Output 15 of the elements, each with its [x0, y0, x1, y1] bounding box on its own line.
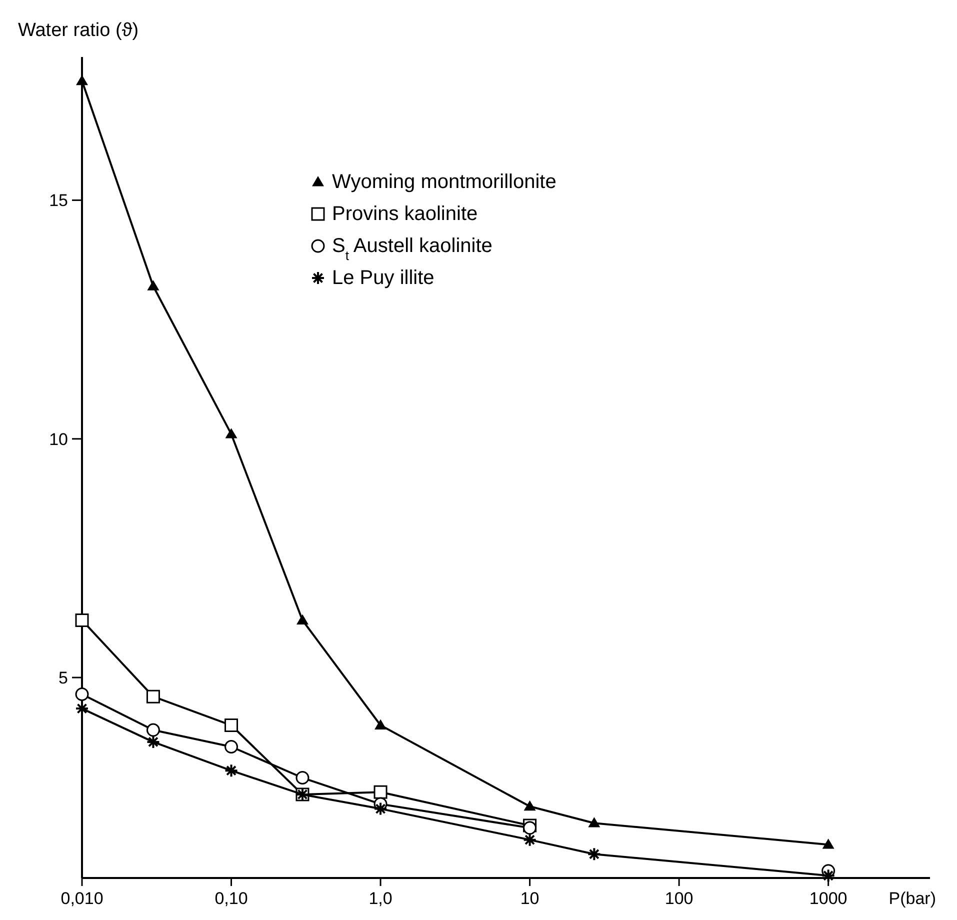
x-tick-label: 1000 [809, 889, 848, 908]
x-tick-label: 0,010 [60, 889, 104, 908]
y-tick-label: 5 [58, 668, 68, 688]
x-tick-label: 0,10 [214, 889, 248, 908]
y-tick-label: 15 [49, 191, 68, 210]
x-axis-title: P(bar) [888, 889, 936, 908]
x-tick-label: 100 [664, 889, 694, 908]
legend-label: Wyoming montmorillonite [332, 171, 556, 193]
x-tick-label: 10 [520, 889, 540, 908]
legend-label: S$_{t}$ Austell kaolinite [332, 235, 492, 262]
y-axis-title: Water ratio (ϑ) [18, 20, 139, 41]
legend-label: Provins kaolinite [332, 203, 478, 225]
y-tick-label: 10 [49, 430, 68, 449]
x-tick-label: 1,0 [368, 889, 392, 908]
legend-label: Le Puy illite [332, 267, 434, 289]
